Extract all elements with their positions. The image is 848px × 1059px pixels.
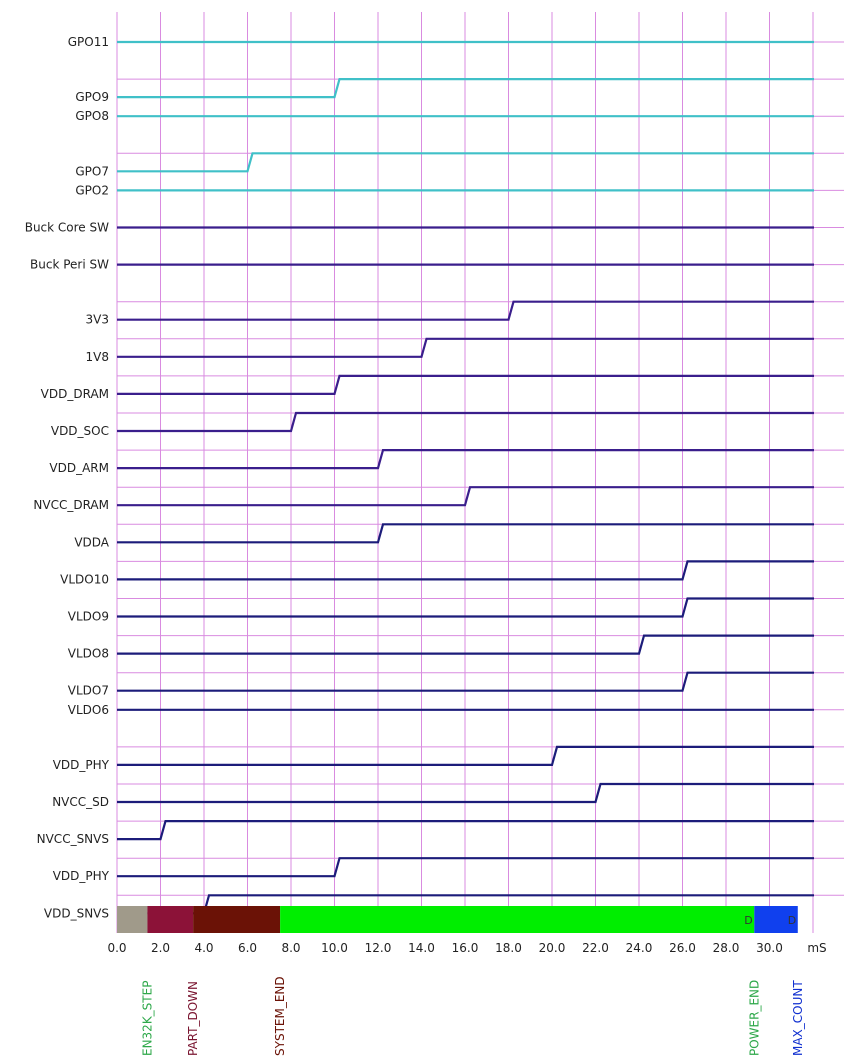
signal-label: Buck Peri SW bbox=[30, 258, 109, 272]
x-axis-unit: mS bbox=[807, 941, 826, 955]
signal-label: VDD_ARM bbox=[49, 461, 109, 475]
signal-labels: GPO11 GPO9 GPO8 GPO7 GPO2 Buck Core SW Buck Pe… bbox=[25, 35, 110, 920]
phase-segment bbox=[193, 906, 281, 933]
signal-trace-1v8 bbox=[117, 337, 814, 358]
x-tick-label: 2.0 bbox=[151, 941, 170, 955]
signal-trace-nvcc-snvs bbox=[117, 820, 814, 841]
signal-trace-gpo9 bbox=[117, 78, 814, 99]
signal-label: VLDO9 bbox=[68, 610, 109, 624]
signal-trace-nvcc-dram bbox=[117, 486, 814, 507]
marker-label: SYSTEM_END bbox=[273, 976, 287, 1056]
phase-tag: D bbox=[744, 914, 752, 927]
phase-segment bbox=[117, 906, 148, 933]
x-tick-label: 24.0 bbox=[626, 941, 653, 955]
phase-segment bbox=[754, 906, 798, 933]
x-tick-label: 18.0 bbox=[495, 941, 522, 955]
x-tick-label: 30.0 bbox=[756, 941, 783, 955]
signal-label: GPO2 bbox=[75, 183, 109, 197]
marker-label: EN32K_STEP bbox=[140, 981, 154, 1056]
signal-trace-nvcc-sd bbox=[117, 782, 814, 804]
x-tick-label: 6.0 bbox=[238, 941, 257, 955]
signal-label: VDD_PHY bbox=[53, 758, 110, 772]
signal-label: GPO8 bbox=[75, 109, 109, 123]
marker-label: PART_DOWN bbox=[186, 981, 200, 1056]
signal-label: 1V8 bbox=[86, 350, 109, 364]
phase-markers: EN32K_STEP PART_DOWN SYSTEM_END POWER_END MA… bbox=[140, 976, 804, 1056]
signal-trace-vldo10 bbox=[117, 560, 814, 581]
signal-label: VDD_SOC bbox=[51, 424, 109, 438]
signal-trace-vdd-phy bbox=[117, 857, 814, 878]
signal-label: VLDO10 bbox=[60, 572, 109, 586]
signal-label: 3V3 bbox=[86, 313, 109, 327]
signal-label: VLDO8 bbox=[68, 647, 109, 661]
x-tick-label: 20.0 bbox=[539, 941, 566, 955]
x-tick-label: 28.0 bbox=[713, 941, 740, 955]
x-tick-label: 14.0 bbox=[408, 941, 435, 955]
x-tick-label: 8.0 bbox=[281, 941, 300, 955]
x-tick-label: 22.0 bbox=[582, 941, 609, 955]
signal-label: NVCC_SD bbox=[52, 795, 109, 809]
x-tick-label: 0.0 bbox=[107, 941, 126, 955]
signal-label: Buck Core SW bbox=[25, 221, 109, 235]
signal-trace-vdd-soc bbox=[117, 411, 814, 433]
signal-trace-vdd-dram bbox=[117, 374, 814, 395]
x-tick-label: 10.0 bbox=[321, 941, 348, 955]
signal-trace-vldo7 bbox=[117, 671, 814, 692]
x-tick-label: 12.0 bbox=[365, 941, 392, 955]
signal-label: GPO9 bbox=[75, 90, 109, 104]
signal-label: GPO7 bbox=[75, 164, 109, 178]
x-tick-label: 4.0 bbox=[194, 941, 213, 955]
signal-trace-gpo7 bbox=[117, 152, 814, 173]
signal-label: VDD_DRAM bbox=[41, 387, 109, 401]
signal-trace-vldo9 bbox=[117, 597, 814, 618]
marker-label: POWER_END bbox=[747, 980, 761, 1056]
signal-label: NVCC_DRAM bbox=[33, 498, 109, 512]
signal-trace-vdd-arm bbox=[117, 449, 814, 470]
signal-trace-vdda bbox=[117, 523, 814, 544]
grid bbox=[116, 12, 844, 933]
marker-label: MAX_COUNT bbox=[791, 980, 805, 1056]
x-axis-ticks: 0.0 2.0 4.0 6.0 8.0 10.0 12.0 14.0 16.0 18.0 20.0 2… bbox=[107, 941, 782, 955]
signal-trace-3v3 bbox=[117, 300, 814, 321]
signal-label: VLDO6 bbox=[68, 703, 109, 717]
x-tick-label: 16.0 bbox=[452, 941, 479, 955]
signal-label: VDD_SNVS bbox=[44, 906, 109, 920]
phase-tag: D bbox=[788, 914, 796, 927]
phase-segment bbox=[147, 906, 194, 933]
signal-label: GPO11 bbox=[68, 35, 109, 49]
signal-label: VLDO7 bbox=[68, 684, 109, 698]
signal-trace-vdd-phy bbox=[117, 745, 814, 766]
signal-label: NVCC_SNVS bbox=[37, 832, 109, 846]
phase-segment bbox=[280, 906, 755, 933]
signal-label: VDDA bbox=[74, 535, 109, 549]
x-tick-label: 26.0 bbox=[669, 941, 696, 955]
signal-trace-vldo8 bbox=[117, 634, 814, 655]
signal-label: VDD_PHY bbox=[53, 869, 110, 883]
